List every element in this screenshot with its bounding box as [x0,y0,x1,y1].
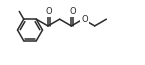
Text: O: O [69,7,76,16]
Text: O: O [46,7,52,16]
Text: O: O [81,15,88,24]
